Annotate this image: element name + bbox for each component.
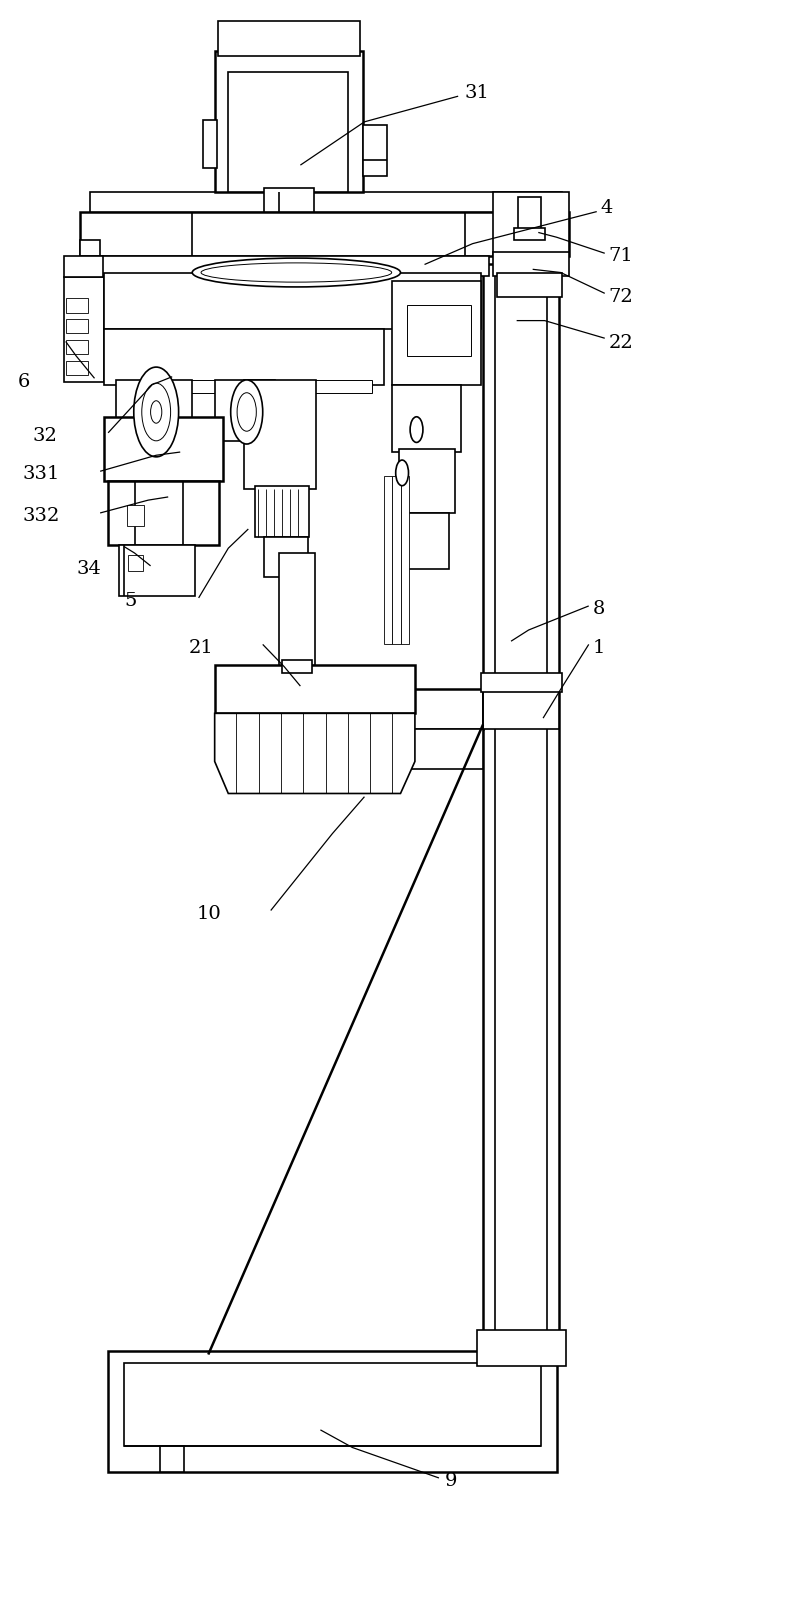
Ellipse shape [192,258,400,287]
Text: 1: 1 [593,638,605,657]
Bar [264,537,308,577]
Bar [218,21,360,56]
Bar [279,553,315,665]
Bar [80,212,569,256]
Bar [483,264,559,1355]
Text: 332: 332 [22,507,60,526]
Bar [104,329,384,385]
Bar [497,273,562,297]
Bar [384,476,392,644]
Circle shape [237,393,256,431]
Bar [363,125,387,176]
Bar [127,505,144,526]
Bar [405,513,449,569]
Bar [104,417,223,481]
Bar [400,476,409,644]
Bar [255,486,309,537]
Text: 10: 10 [196,904,221,923]
Bar [228,72,348,192]
Circle shape [396,460,409,486]
Circle shape [410,417,423,442]
Bar [392,476,400,644]
Text: 6: 6 [18,372,30,391]
Bar [514,228,545,240]
Bar [108,1351,557,1472]
Bar [203,120,217,168]
Circle shape [231,380,263,444]
Bar [264,188,314,212]
Circle shape [151,401,162,423]
Text: 331: 331 [22,465,60,484]
Bar [495,264,547,1355]
Bar [477,1330,566,1366]
Bar [66,298,88,313]
Bar [119,545,195,596]
Bar [493,192,569,256]
Text: 9: 9 [445,1472,457,1491]
Text: 72: 72 [609,287,634,306]
Bar [128,555,143,571]
Text: 31: 31 [465,83,489,103]
Circle shape [142,383,171,441]
Bar [64,277,104,382]
Bar [87,256,489,276]
Polygon shape [215,713,415,793]
Bar [160,1446,184,1472]
Bar [80,240,100,256]
Text: 4: 4 [601,199,613,218]
Text: 71: 71 [609,247,634,266]
Bar [493,252,569,276]
Bar [518,197,541,232]
Bar [116,380,372,393]
Text: 21: 21 [188,638,213,657]
Bar [327,729,483,769]
Bar [215,51,363,192]
Bar [316,689,483,729]
Bar [90,192,562,212]
Text: 22: 22 [609,333,634,353]
Bar [64,256,103,277]
Bar [282,660,312,673]
Bar [108,481,219,545]
Text: 34: 34 [76,559,101,579]
Bar [104,273,481,329]
Bar [483,681,559,729]
Text: 5: 5 [124,592,136,611]
Bar [399,449,455,513]
Text: 8: 8 [593,600,605,619]
Bar [124,1363,541,1446]
Bar [116,380,192,441]
Bar [407,305,471,356]
Bar [215,665,415,713]
Bar [481,673,562,692]
Circle shape [134,367,179,457]
Bar [392,281,481,385]
Ellipse shape [201,263,392,282]
Bar [66,340,88,354]
Bar [244,380,316,489]
Bar [392,385,461,452]
Bar [66,319,88,333]
Bar [66,361,88,375]
Text: 32: 32 [32,426,57,446]
Bar [215,380,275,441]
